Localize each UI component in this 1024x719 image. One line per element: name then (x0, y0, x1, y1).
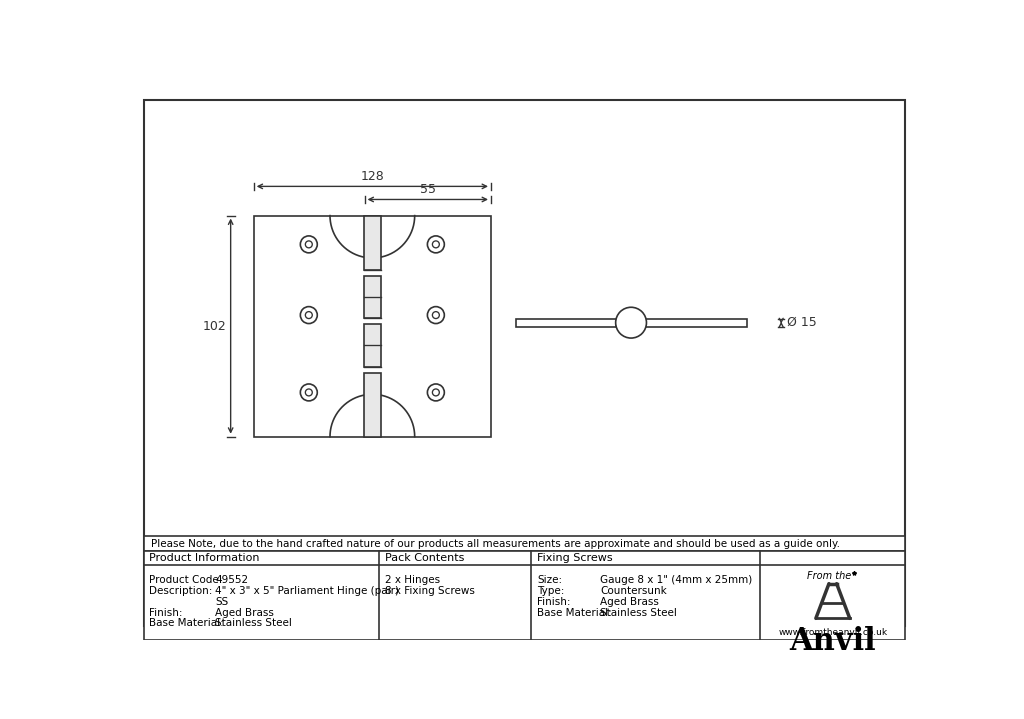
Text: Anvil: Anvil (790, 626, 877, 657)
Circle shape (615, 307, 646, 338)
Bar (254, 216, 364, 436)
Text: Stainless Steel: Stainless Steel (215, 618, 292, 628)
Bar (515, 319, 615, 326)
Circle shape (305, 311, 312, 319)
Circle shape (300, 236, 317, 253)
Text: SS: SS (215, 597, 228, 607)
Text: Description:: Description: (150, 586, 212, 596)
Bar (364, 372, 381, 436)
Text: Ø 15: Ø 15 (787, 316, 817, 329)
Text: www.fromtheanvil.co.uk: www.fromtheanvil.co.uk (778, 628, 888, 637)
Text: Product Information: Product Information (150, 554, 259, 563)
Circle shape (427, 384, 444, 401)
Circle shape (432, 241, 439, 248)
Text: Gauge 8 x 1" (4mm x 25mm): Gauge 8 x 1" (4mm x 25mm) (600, 575, 753, 585)
Text: 49552: 49552 (215, 575, 249, 585)
Circle shape (305, 389, 312, 396)
Text: Aged Brass: Aged Brass (215, 608, 274, 618)
Text: Base Material:: Base Material: (150, 618, 224, 628)
Circle shape (432, 389, 439, 396)
Bar (646, 319, 746, 326)
Text: Aged Brass: Aged Brass (600, 597, 659, 607)
Text: Size:: Size: (538, 575, 562, 585)
Text: Fixing Screws: Fixing Screws (538, 554, 612, 563)
Circle shape (427, 236, 444, 253)
Text: 55: 55 (420, 183, 436, 196)
Text: Finish:: Finish: (150, 608, 182, 618)
Circle shape (300, 384, 317, 401)
Circle shape (432, 311, 439, 319)
Bar (364, 275, 381, 318)
Text: From the: From the (807, 572, 851, 582)
Text: 8 x Fixing Screws: 8 x Fixing Screws (385, 586, 474, 596)
Text: 2 x Hinges: 2 x Hinges (385, 575, 439, 585)
Text: Product Code:: Product Code: (150, 575, 222, 585)
Text: 4" x 3" x 5" Parliament Hinge (pair): 4" x 3" x 5" Parliament Hinge (pair) (215, 586, 399, 596)
Bar (364, 216, 381, 270)
Bar (381, 216, 490, 436)
Text: Countersunk: Countersunk (600, 586, 667, 596)
Bar (254, 216, 490, 436)
Text: 102: 102 (203, 320, 226, 333)
Bar (144, 551, 905, 640)
Text: Stainless Steel: Stainless Steel (600, 608, 677, 618)
Text: Base Material:: Base Material: (538, 608, 612, 618)
Bar (364, 324, 381, 367)
Circle shape (305, 241, 312, 248)
Circle shape (300, 306, 317, 324)
Circle shape (427, 306, 444, 324)
Bar (144, 536, 905, 551)
Text: Please Note, due to the hand crafted nature of our products all measurements are: Please Note, due to the hand crafted nat… (151, 539, 840, 549)
Text: Pack Contents: Pack Contents (385, 554, 464, 563)
Text: Finish:: Finish: (538, 597, 570, 607)
Text: Type:: Type: (538, 586, 564, 596)
Text: 128: 128 (360, 170, 384, 183)
